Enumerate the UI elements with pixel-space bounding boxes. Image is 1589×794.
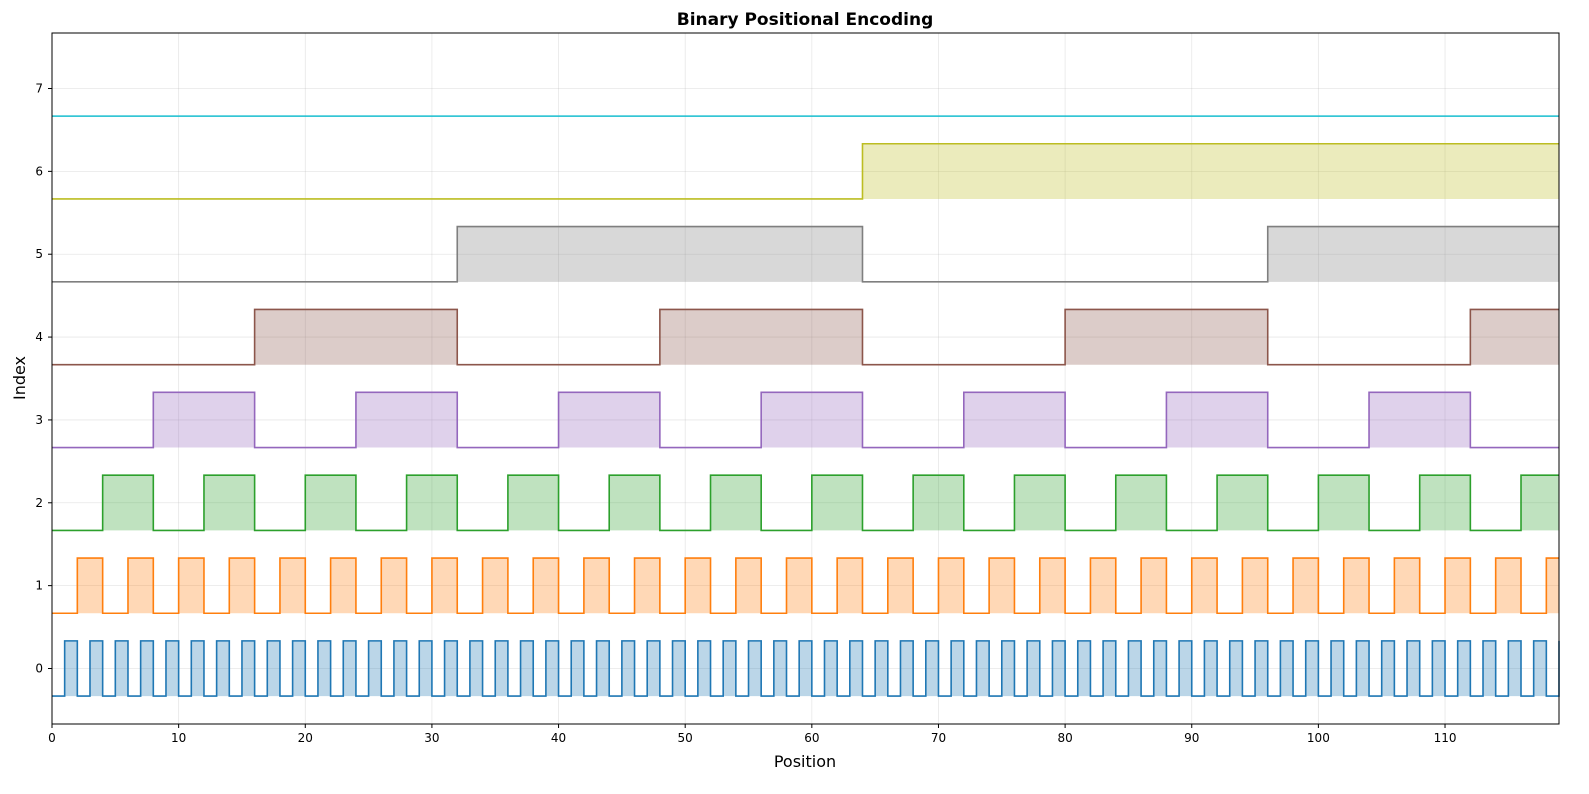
x-tick-label: 100 bbox=[1307, 731, 1330, 745]
series-bit-1 bbox=[52, 557, 1559, 615]
series-group bbox=[52, 115, 1560, 697]
x-axis: 0 10 20 30 40 50 60 70 80 90 100 110 bbox=[48, 724, 1456, 745]
series-bit-2 bbox=[52, 474, 1559, 532]
y-axis-label: Index bbox=[10, 356, 29, 400]
y-tick-label: 1 bbox=[35, 579, 43, 593]
series-line bbox=[52, 142, 1559, 200]
series-line bbox=[52, 225, 1559, 283]
y-tick-label: 2 bbox=[35, 496, 43, 510]
series-bit-0 bbox=[52, 640, 1560, 697]
series-line bbox=[52, 557, 1559, 615]
series-fill bbox=[77, 558, 1559, 614]
x-tick-label: 60 bbox=[804, 731, 819, 745]
series-bit-4 bbox=[52, 308, 1560, 366]
series-fill bbox=[457, 226, 1560, 282]
series-fill bbox=[862, 143, 1559, 199]
x-tick-label: 50 bbox=[678, 731, 693, 745]
series-line bbox=[52, 308, 1559, 366]
x-tick-label: 30 bbox=[424, 731, 439, 745]
series-fill bbox=[153, 392, 1471, 448]
y-axis: 0 1 2 3 4 5 6 7 bbox=[35, 82, 52, 675]
y-tick-label: 0 bbox=[35, 661, 43, 675]
x-tick-label: 90 bbox=[1184, 731, 1199, 745]
series-bit-6 bbox=[52, 142, 1559, 200]
series-fill bbox=[254, 309, 1560, 365]
x-tick-label: 40 bbox=[551, 731, 566, 745]
series-line bbox=[52, 474, 1559, 532]
x-axis-label: Position bbox=[774, 752, 836, 771]
chart-title: Binary Positional Encoding bbox=[677, 10, 934, 30]
plot-frame bbox=[51, 32, 1560, 725]
series-bit-5 bbox=[52, 225, 1560, 283]
x-tick-label: 20 bbox=[298, 731, 313, 745]
series-line bbox=[52, 640, 1560, 697]
y-tick-label: 7 bbox=[35, 82, 43, 96]
series-fill bbox=[64, 640, 1547, 697]
x-tick-label: 10 bbox=[171, 731, 186, 745]
y-tick-label: 4 bbox=[35, 330, 43, 344]
y-tick-label: 3 bbox=[35, 413, 43, 427]
x-tick-label: 0 bbox=[48, 731, 56, 745]
grid bbox=[51, 33, 1559, 724]
y-tick-label: 6 bbox=[35, 164, 43, 178]
x-tick-label: 70 bbox=[931, 731, 946, 745]
y-tick-label: 5 bbox=[35, 247, 43, 261]
x-tick-label: 80 bbox=[1057, 731, 1072, 745]
series-line bbox=[52, 391, 1559, 449]
x-tick-label: 110 bbox=[1434, 731, 1457, 745]
series-bit-3 bbox=[52, 391, 1559, 449]
series-fill bbox=[102, 475, 1559, 531]
